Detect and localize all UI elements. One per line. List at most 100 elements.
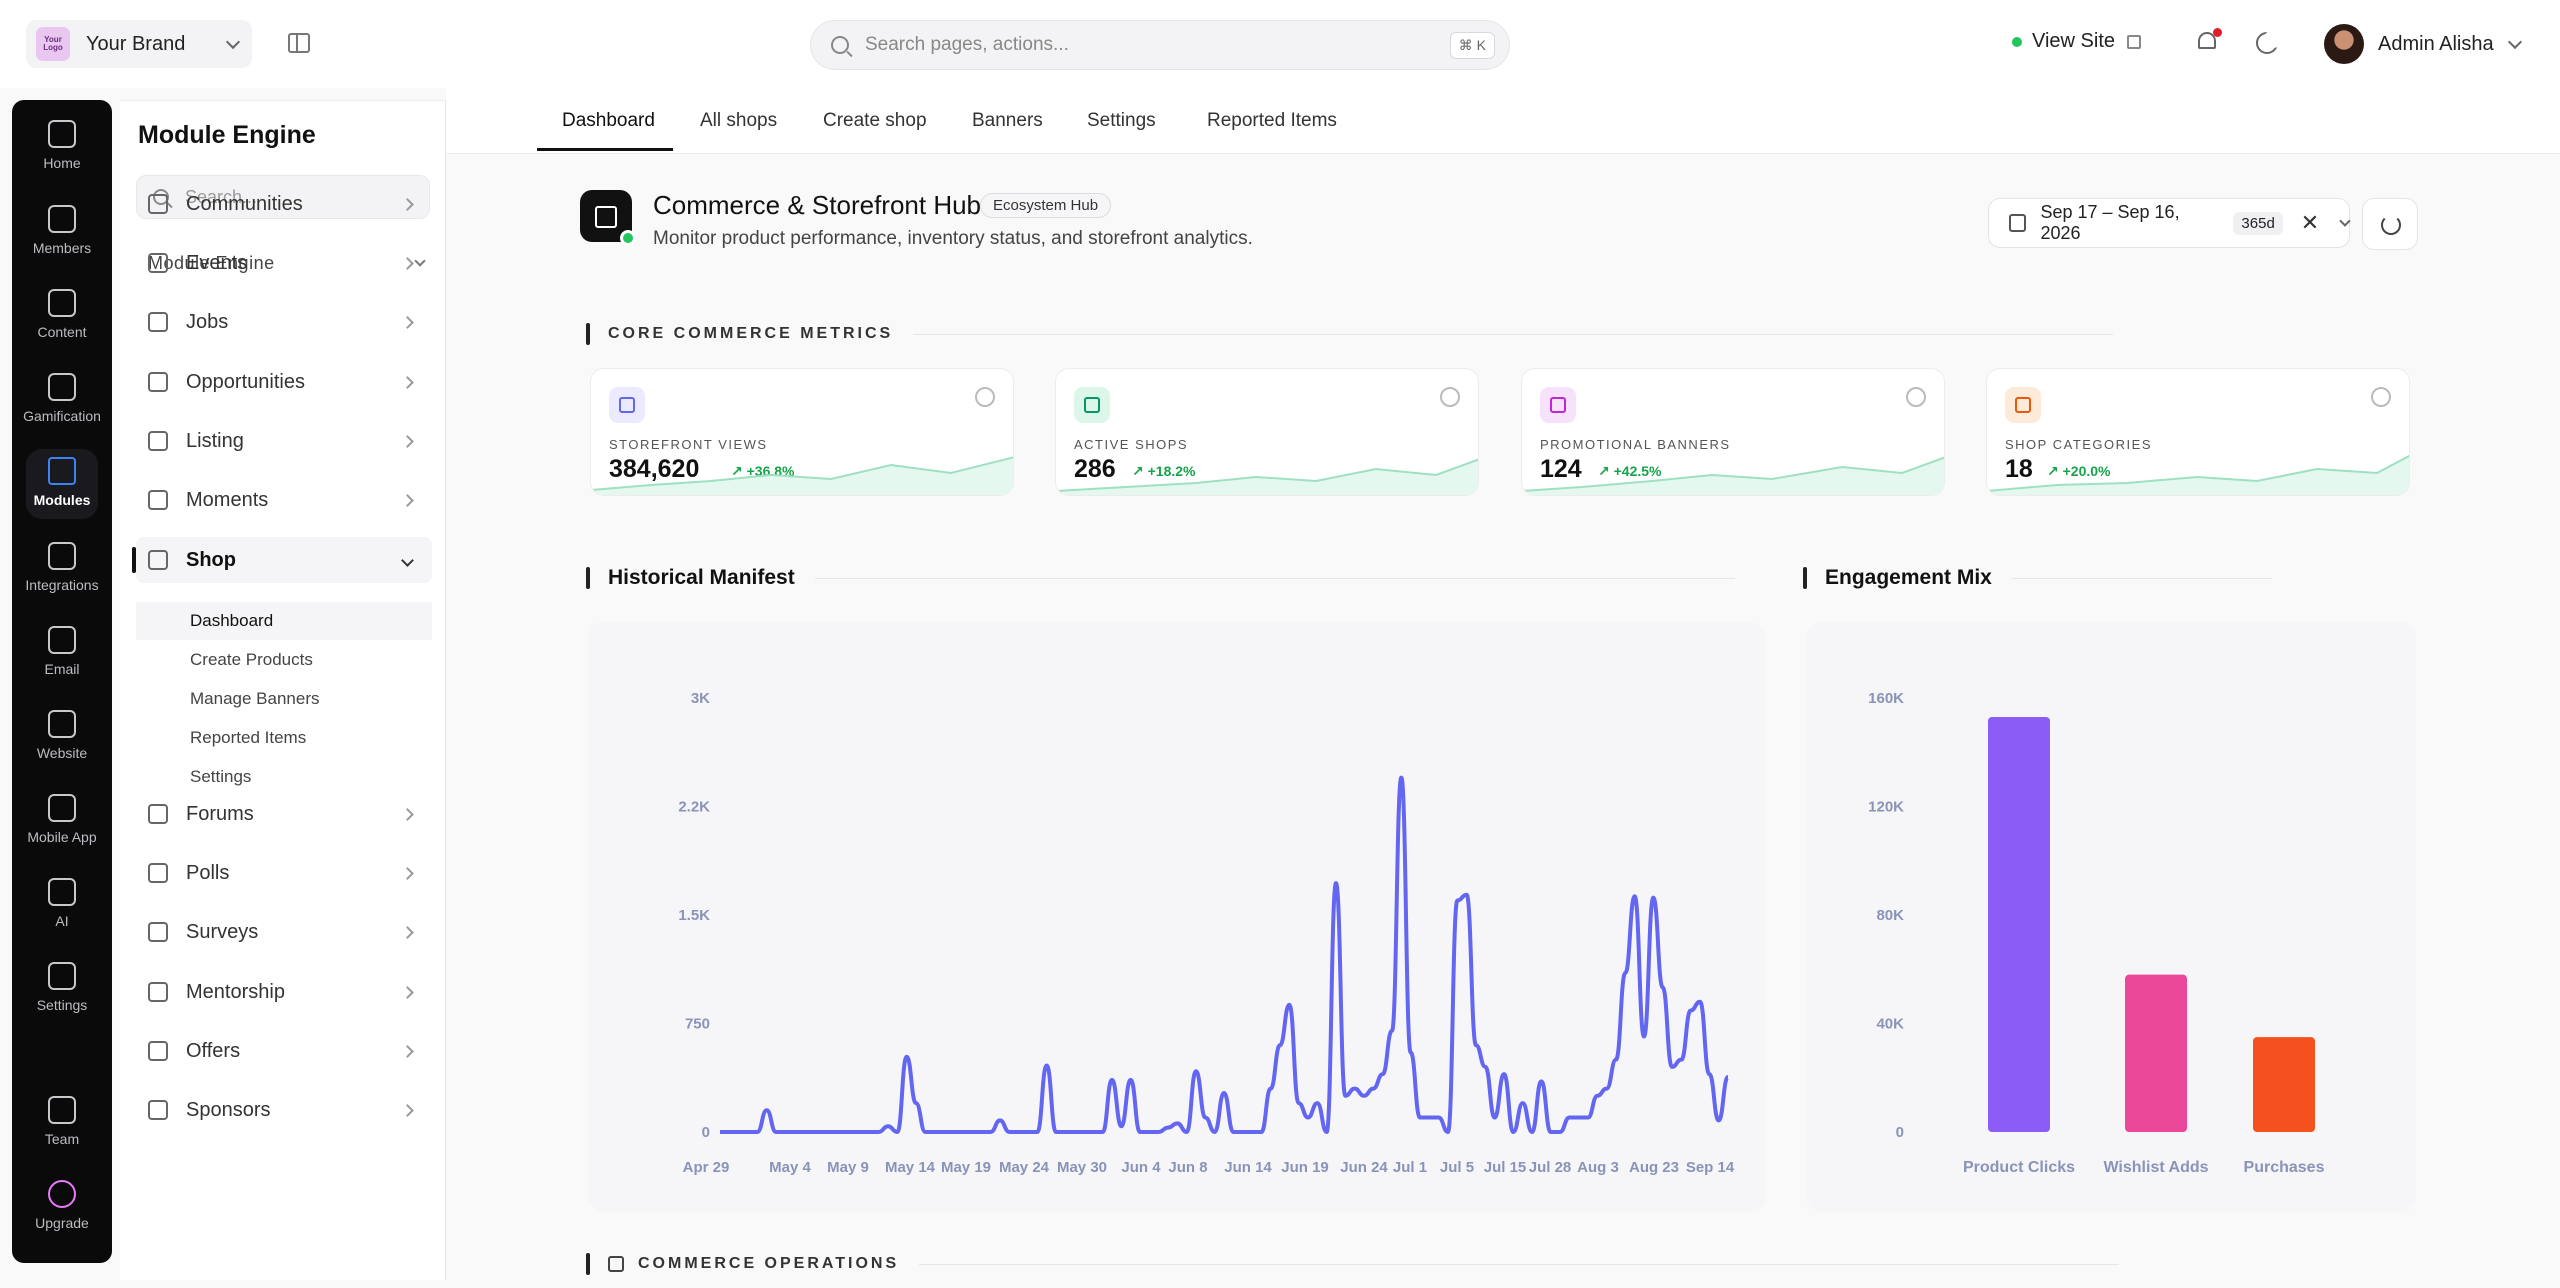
sidebar-item-polls[interactable]: Polls: [136, 850, 432, 896]
notification-dot: [2213, 28, 2222, 37]
view-site-link[interactable]: View Site: [2012, 30, 2142, 53]
date-range-picker[interactable]: Sep 17 – Sep 16, 2026 365d ✕: [1988, 198, 2351, 248]
section-title: COMMERCE OPERATIONS: [638, 1255, 900, 1272]
y-tick-label: 2.2K: [678, 799, 710, 816]
tag-icon: [148, 1041, 168, 1061]
x-tick-label: Jun 4: [1121, 1159, 1161, 1176]
x-tick-label: Purchases: [2244, 1159, 2325, 1176]
sidebar-toggle-icon[interactable]: [288, 33, 310, 53]
clear-date-icon[interactable]: ✕: [2300, 210, 2320, 235]
historical-chart-card: 0 750 1.5K 2.2K 3K Apr 29 May 4 May 9 May 14 May …: [588, 622, 1766, 1212]
rail-item-mobile-app[interactable]: Mobile App: [12, 794, 112, 845]
info-icon[interactable]: [975, 387, 995, 407]
rail-item-gamification[interactable]: Gamification: [12, 373, 112, 424]
users-icon: [148, 194, 168, 214]
rail-item-website[interactable]: Website: [12, 710, 112, 761]
chat-icon: [148, 804, 168, 824]
info-icon[interactable]: [1440, 387, 1460, 407]
module-sidebar: Module Engine Search... Module Engine Co…: [120, 100, 446, 1280]
chevron-right-icon: [401, 375, 414, 389]
sidebar-item-forums[interactable]: Forums: [136, 791, 432, 837]
sidebar-group-header[interactable]: Module Engine: [148, 253, 426, 274]
target-icon: [148, 372, 168, 392]
rail-item-label: Upgrade: [35, 1215, 89, 1231]
y-tick-label: 3K: [691, 690, 710, 707]
tab-reported-items[interactable]: Reported Items: [1207, 110, 1337, 131]
brand-switcher[interactable]: Your Logo Your Brand: [26, 20, 252, 68]
sparkline: [1987, 454, 2409, 495]
shop-subitem-reported-items[interactable]: Reported Items: [190, 728, 307, 747]
chart-icon: [148, 863, 168, 883]
notifications-bell-icon[interactable]: [2196, 28, 2222, 54]
core-metrics-header: CORE COMMERCE METRICS: [586, 323, 2114, 345]
days-badge: 365d: [2233, 211, 2283, 235]
user-menu[interactable]: Admin Alisha: [2324, 24, 2522, 64]
video-icon: [148, 490, 168, 510]
status-dot: [620, 230, 636, 246]
tab-all-shops[interactable]: All shops: [700, 110, 778, 131]
sidebar-item-label: Listing: [186, 429, 244, 452]
page-subtitle: Monitor product performance, inventory s…: [653, 228, 1253, 249]
sidebar-item-listing[interactable]: Listing: [136, 418, 432, 464]
global-search-input[interactable]: [865, 34, 1450, 56]
y-tick-label: 80K: [1876, 907, 1904, 924]
rail-item-label: Integrations: [25, 577, 99, 593]
info-icon[interactable]: [2371, 387, 2391, 407]
briefcase-icon: [148, 312, 168, 332]
sidebar-item-communities[interactable]: Communities: [136, 181, 432, 227]
y-tick-label: 1.5K: [678, 907, 710, 924]
rail-item-label: Modules: [33, 492, 91, 508]
shop-subitem-settings[interactable]: Settings: [190, 767, 252, 786]
sidebar-item-shop[interactable]: Shop: [132, 537, 432, 583]
shop-subitem-manage-banners[interactable]: Manage Banners: [190, 689, 320, 708]
global-search[interactable]: ⌘ K: [810, 20, 1510, 70]
engagement-chart-card: 0 40K 80K 120K 160K Product Clicks Wishlist Ad…: [1806, 622, 2416, 1212]
sidebar-item-sponsors[interactable]: Sponsors: [136, 1087, 432, 1133]
sidebar-item-events[interactable]: Events: [136, 240, 432, 286]
metric-delta: ↗ +18.2%: [1132, 463, 1196, 479]
sidebar-item-surveys[interactable]: Surveys: [136, 909, 432, 955]
hub-badge: Ecosystem Hub: [980, 193, 1112, 218]
tab-banners[interactable]: Banners: [972, 110, 1043, 131]
chevron-right-icon: [401, 493, 414, 507]
tab-dashboard[interactable]: Dashboard: [562, 110, 655, 131]
x-tick-label: Jun 19: [1281, 1159, 1329, 1176]
rail-item-ai[interactable]: AI: [12, 878, 112, 929]
sidebar-item-offers[interactable]: Offers: [136, 1028, 432, 1074]
sidebar-item-label: Forums: [186, 802, 254, 825]
rail-item-integrations[interactable]: Integrations: [12, 542, 112, 593]
rail-item-label: Email: [44, 661, 80, 677]
sidebar-item-mentorship[interactable]: Mentorship: [136, 969, 432, 1015]
rail-item-modules[interactable]: Modules: [12, 449, 112, 519]
clipboard-icon: [148, 922, 168, 942]
sidebar-item-opportunities[interactable]: Opportunities: [136, 359, 432, 405]
x-tick-label: Jun 14: [1224, 1159, 1272, 1176]
shop-subitem-dashboard[interactable]: Dashboard: [136, 602, 432, 640]
engagement-bar-chart: 0 40K 80K 120K 160K Product Clicks Wishlist Ad…: [1868, 690, 2325, 1176]
refresh-button[interactable]: [2362, 198, 2418, 250]
sidebar-item-moments[interactable]: Moments: [136, 477, 432, 523]
sidebar-item-label: Communities: [186, 192, 303, 215]
dark-mode-moon-icon[interactable]: [2256, 30, 2282, 54]
sidebar-item-jobs[interactable]: Jobs: [136, 299, 432, 345]
tab-settings[interactable]: Settings: [1087, 110, 1156, 131]
sponsor-icon: [148, 1100, 168, 1120]
rail-item-members[interactable]: Members: [12, 205, 112, 256]
y-tick-label: 0: [1896, 1124, 1904, 1141]
sidebar-item-label: Moments: [186, 488, 269, 511]
sidebar-item-label: Shop: [186, 548, 236, 571]
rail-item-settings[interactable]: Settings: [12, 962, 112, 1013]
tab-create-shop[interactable]: Create shop: [823, 110, 927, 131]
external-link-icon: [2127, 34, 2142, 49]
sidebar-item-label: Events: [186, 251, 248, 274]
metric-value: 286: [1074, 455, 1116, 483]
rail-item-upgrade[interactable]: Upgrade: [12, 1180, 112, 1231]
shop-subitem-create-products[interactable]: Create Products: [190, 650, 313, 669]
info-icon[interactable]: [1906, 387, 1926, 407]
rail-item-home[interactable]: Home: [12, 120, 112, 171]
page-title: Commerce & Storefront Hub: [653, 190, 982, 220]
sidebar-search[interactable]: Search...: [136, 175, 430, 219]
rail-item-content[interactable]: Content: [12, 289, 112, 340]
rail-item-email[interactable]: Email: [12, 626, 112, 677]
rail-item-team[interactable]: Team: [12, 1096, 112, 1147]
